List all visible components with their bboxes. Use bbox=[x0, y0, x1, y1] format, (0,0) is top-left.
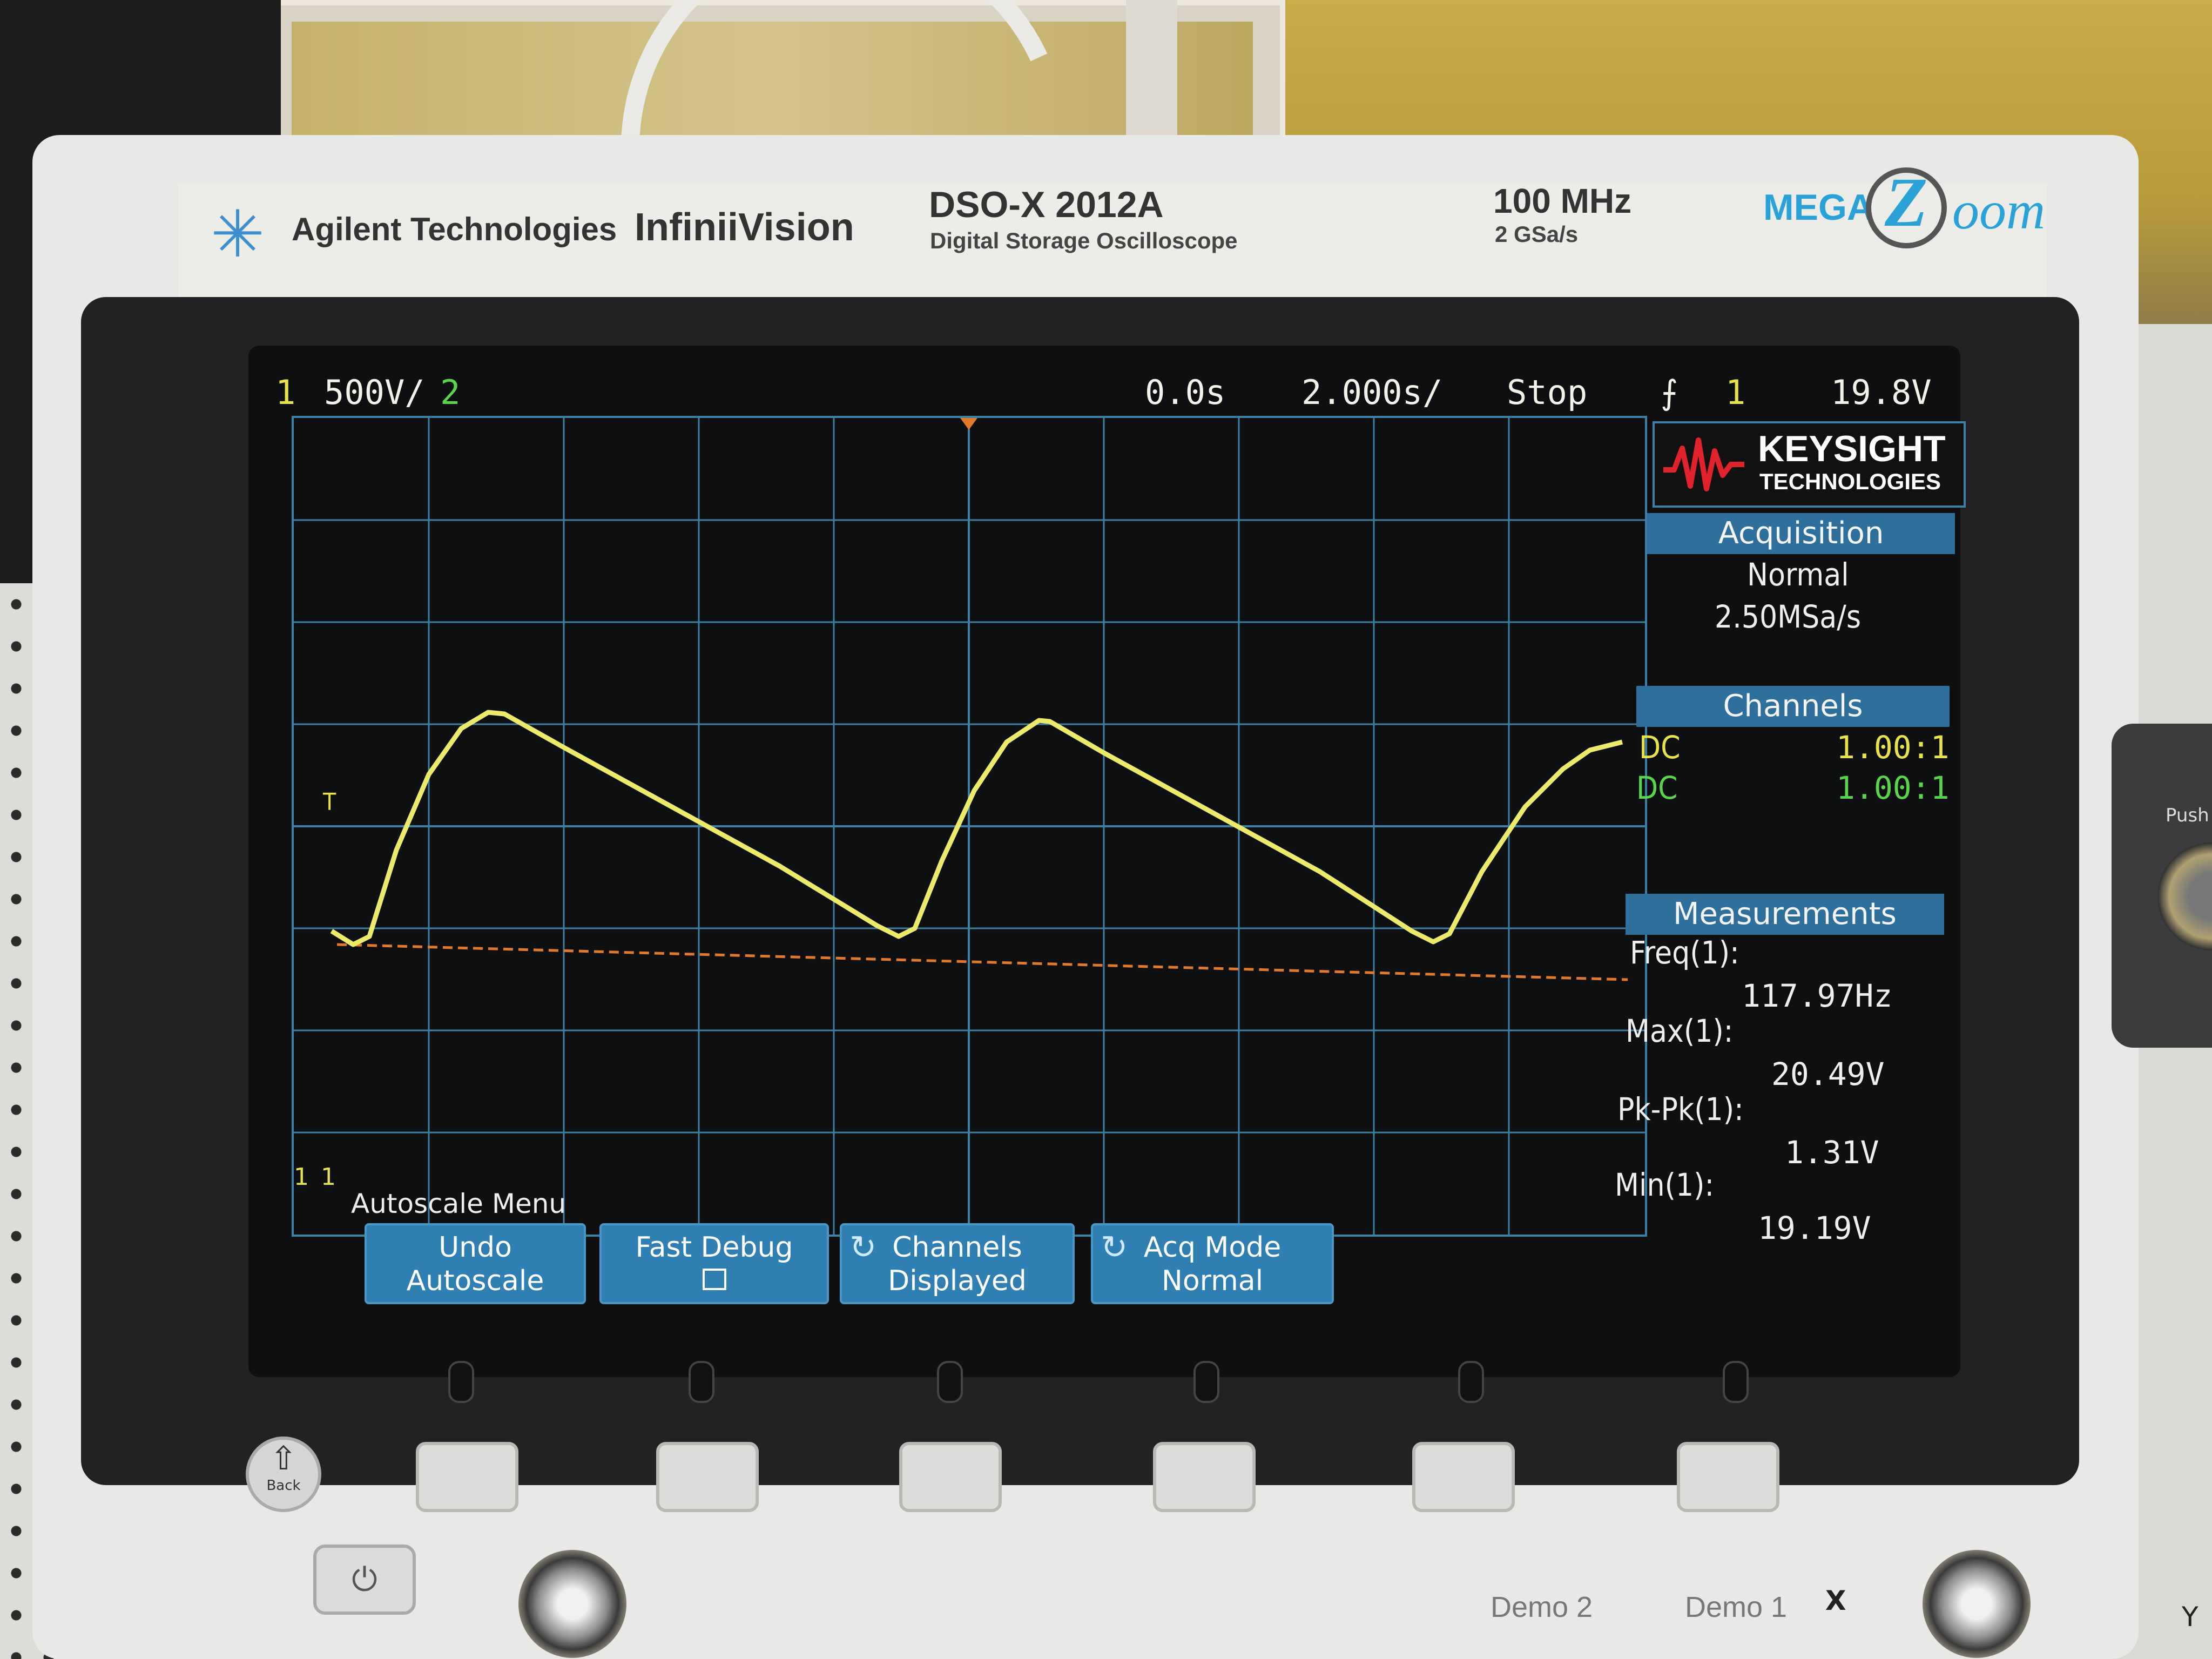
model-subtitle: Digital Storage Oscilloscope bbox=[930, 228, 1238, 253]
megazoom-magnifier-icon bbox=[1866, 167, 1947, 248]
keysight-logo-text: KEYSIGHT bbox=[1758, 428, 1946, 469]
bandwidth-label: 100 MHz bbox=[1493, 181, 1632, 220]
bnc-connector[interactable] bbox=[1923, 1550, 2031, 1658]
sample-rate-label: 2 GSa/s bbox=[1495, 221, 1579, 247]
ch2-coupling: DC bbox=[1636, 770, 1678, 806]
softkey-indicator bbox=[1193, 1361, 1219, 1403]
measurements-header[interactable]: Measurements bbox=[1626, 894, 1944, 935]
ch2-probe-ratio: 1.00:1 bbox=[1836, 770, 1950, 806]
softkey-label: Undo bbox=[439, 1231, 512, 1264]
demo1-label: Demo 1 bbox=[1685, 1591, 1788, 1623]
back-button[interactable]: ⇧ Back bbox=[246, 1437, 321, 1512]
keysight-wave-icon bbox=[1663, 437, 1744, 491]
power-button[interactable]: ⏻ bbox=[313, 1545, 416, 1615]
trigger-level-marker: T bbox=[323, 788, 336, 816]
softkey-button-2[interactable] bbox=[656, 1442, 759, 1512]
softkey-indicator bbox=[1458, 1361, 1484, 1403]
time-scale: 2.000s/ bbox=[1301, 373, 1443, 412]
ch1-coupling: DC bbox=[1639, 729, 1681, 766]
back-button-label: Back bbox=[266, 1478, 301, 1494]
trigger-edge-icon: ⨍ bbox=[1661, 373, 1678, 412]
bnc-connector[interactable] bbox=[518, 1550, 626, 1658]
measurement-value: 1.31V bbox=[1785, 1134, 1879, 1171]
softkey-indicator bbox=[937, 1361, 963, 1403]
demo2-label: Demo 2 bbox=[1491, 1591, 1593, 1623]
channels-header[interactable]: Channels bbox=[1636, 686, 1950, 727]
ch1-probe-ratio: 1.00:1 bbox=[1836, 729, 1950, 766]
rotate-icon: ↻ bbox=[849, 1229, 877, 1266]
waveform-display: 1 1 bbox=[294, 418, 1645, 1235]
measurement-name: Pk-Pk(1): bbox=[1617, 1091, 1744, 1128]
rotate-icon: ↻ bbox=[1101, 1229, 1128, 1266]
ground-marker-label: 1 bbox=[321, 1163, 336, 1191]
ch2-indicator: 2 bbox=[440, 373, 461, 412]
softkey-menu-title: Autoscale Menu bbox=[351, 1188, 567, 1219]
softkey-button-1[interactable] bbox=[416, 1442, 518, 1512]
scope-header-strip bbox=[178, 184, 2047, 302]
softkey-fast-debug[interactable]: Fast Debug bbox=[599, 1223, 829, 1304]
trigger-source: 1 bbox=[1725, 373, 1746, 412]
brand-name: Agilent Technologies bbox=[292, 211, 617, 247]
acquisition-rate: 2.50MSa/s bbox=[1715, 598, 1862, 635]
softkey-label: Channels bbox=[892, 1231, 1022, 1264]
softkey-button-3[interactable] bbox=[899, 1442, 1002, 1512]
checkbox-icon bbox=[702, 1269, 726, 1290]
run-state: Stop bbox=[1507, 373, 1588, 412]
agilent-spark-logo-icon: ✳ bbox=[210, 197, 265, 272]
trigger-position-marker bbox=[960, 418, 977, 430]
softkey-indicator bbox=[448, 1361, 474, 1403]
ch1-indicator: 1 bbox=[275, 373, 296, 412]
megazoom-logo-prefix: MEGA bbox=[1763, 187, 1873, 228]
model-name: DSO-X 2012A bbox=[929, 184, 1164, 225]
trigger-level: 19.8V bbox=[1831, 373, 1932, 412]
softkey-label: Acq Mode bbox=[1143, 1231, 1282, 1264]
softkey-label: Displayed bbox=[888, 1265, 1027, 1297]
measurement-name: Max(1): bbox=[1626, 1013, 1734, 1049]
softkey-undo-autoscale[interactable]: Undo Autoscale bbox=[365, 1223, 586, 1304]
softkey-button-4[interactable] bbox=[1153, 1442, 1256, 1512]
megazoom-logo-z: Z bbox=[1885, 164, 1928, 241]
measurement-value: 19.19V bbox=[1758, 1210, 1871, 1246]
softkey-button-6[interactable] bbox=[1677, 1442, 1779, 1512]
megazoom-logo-suffix: oom bbox=[1952, 180, 2046, 240]
keysight-logo-subtext: TECHNOLOGIES bbox=[1759, 469, 1941, 494]
softkey-channels-displayed[interactable]: ↻ Channels Displayed bbox=[840, 1223, 1075, 1304]
ground-marker: 1 bbox=[294, 1163, 309, 1191]
ch1-vertical-scale: 500V/ bbox=[324, 373, 425, 412]
acquisition-header[interactable]: Acquisition bbox=[1647, 513, 1955, 554]
push-label: Push bbox=[2166, 805, 2209, 826]
graticule: 1 1 bbox=[292, 416, 1647, 1237]
y-input-label: Y bbox=[2182, 1601, 2198, 1633]
series-name: InfiniiVision bbox=[635, 206, 854, 249]
trigger-level-line bbox=[336, 943, 1628, 981]
softkey-label: Autoscale bbox=[406, 1265, 544, 1297]
grid-lines bbox=[294, 418, 1645, 1235]
background-window-pane bbox=[292, 22, 1253, 151]
measurement-value: 20.49V bbox=[1771, 1056, 1885, 1092]
x-input-label: X bbox=[1825, 1585, 1846, 1616]
time-delay: 0.0s bbox=[1145, 373, 1226, 412]
softkey-label: Normal bbox=[1161, 1265, 1264, 1297]
power-icon: ⏻ bbox=[352, 1561, 377, 1599]
acquisition-mode: Normal bbox=[1747, 556, 1849, 593]
softkey-acq-mode[interactable]: ↻ Acq Mode Normal bbox=[1091, 1223, 1334, 1304]
softkey-label: Fast Debug bbox=[635, 1231, 793, 1264]
softkey-button-5[interactable] bbox=[1412, 1442, 1515, 1512]
softkey-indicator bbox=[689, 1361, 714, 1403]
measurement-name: Freq(1): bbox=[1630, 934, 1739, 971]
softkey-indicator bbox=[1723, 1361, 1749, 1403]
up-arrow-icon: ⇧ bbox=[269, 1440, 298, 1478]
ch1-waveform bbox=[330, 710, 1623, 947]
background-pole bbox=[1126, 0, 1177, 140]
measurement-value: 117.97Hz bbox=[1742, 977, 1893, 1014]
measurement-name: Min(1): bbox=[1615, 1166, 1715, 1203]
